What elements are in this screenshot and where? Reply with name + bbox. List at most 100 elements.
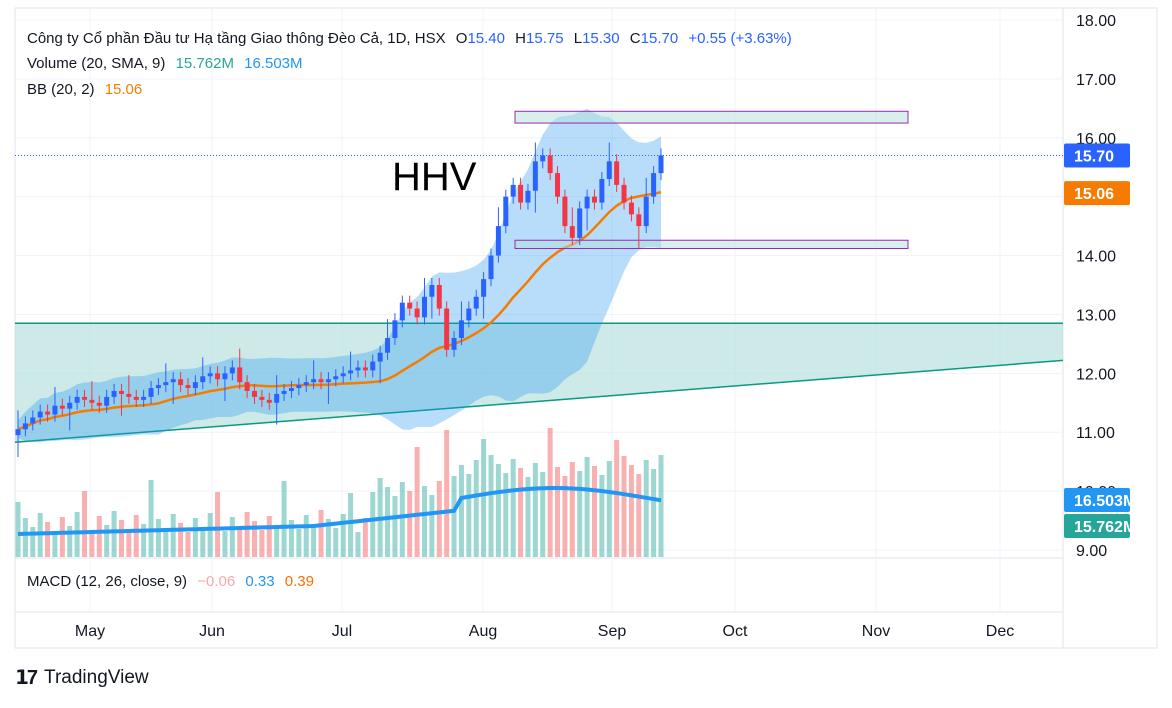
volume-bar xyxy=(540,472,546,557)
candle-body xyxy=(444,308,450,350)
high-value: 15.75 xyxy=(526,30,564,47)
bb-legend: BB (20, 2) 15.06 xyxy=(27,81,148,98)
volume-ma-line xyxy=(17,486,662,536)
volume-label: Volume (20, SMA, 9) xyxy=(27,55,166,72)
volume-bar xyxy=(15,502,21,557)
candle-body xyxy=(74,396,80,403)
volume-bar xyxy=(229,517,235,557)
hhv-annotation: HHV xyxy=(392,155,477,199)
volume-bar xyxy=(104,525,110,557)
candle-body xyxy=(45,411,51,415)
y-tick-label: 17.00 xyxy=(1076,72,1116,89)
volume-bar xyxy=(451,476,457,557)
volume-bar xyxy=(643,460,649,557)
candle-body xyxy=(274,393,280,403)
close-label: C xyxy=(629,30,641,47)
volume-bar xyxy=(259,530,265,557)
volume-bar xyxy=(237,526,243,557)
symbol-name: Công ty Cổ phần Đầu tư Hạ tầng Giao thôn… xyxy=(27,30,446,47)
volume-label: 15.762M xyxy=(1074,519,1136,536)
volume-bar xyxy=(421,486,427,557)
volume-bar xyxy=(599,475,605,557)
y-tick-label: 12.00 xyxy=(1076,366,1116,383)
candle-body xyxy=(510,184,516,197)
volume-bar xyxy=(555,467,561,557)
candle-body xyxy=(163,382,169,386)
volume-bar xyxy=(266,516,272,557)
candle-body xyxy=(466,308,472,321)
candle-body xyxy=(562,196,568,227)
volume-bar xyxy=(414,447,420,557)
candle-body xyxy=(362,367,368,371)
volume-bar xyxy=(385,487,391,557)
candle-body xyxy=(658,155,664,174)
candle-body xyxy=(518,184,524,203)
volume-bar xyxy=(325,519,331,557)
volume-bar xyxy=(74,512,80,557)
volume-bar xyxy=(510,459,516,557)
macd-label: MACD (12, 26, close, 9) xyxy=(27,573,188,590)
candle-body xyxy=(481,279,487,297)
candle-body xyxy=(451,338,457,350)
volume-bar xyxy=(532,463,538,557)
candle-body xyxy=(532,161,538,191)
candle-body xyxy=(636,214,642,227)
volume-bar xyxy=(200,527,206,557)
candle-body xyxy=(141,396,147,400)
x-tick-label: Jul xyxy=(332,623,352,640)
change-value: +0.55 (+3.63%) xyxy=(688,30,792,47)
volume-bar xyxy=(45,522,51,557)
open-value: 15.40 xyxy=(467,30,505,47)
volume-bar xyxy=(584,457,590,557)
volume-bar xyxy=(96,516,102,557)
volume-bar xyxy=(525,477,531,557)
candle-body xyxy=(266,399,272,403)
candle-body xyxy=(296,385,302,389)
volume-value: 15.762M xyxy=(175,55,234,72)
volume-bar xyxy=(192,518,198,557)
x-tick-label: Sep xyxy=(598,623,627,640)
brand-name: TradingView xyxy=(44,666,149,688)
volume-bar xyxy=(185,532,191,557)
candle-body xyxy=(288,388,294,391)
candle-body xyxy=(584,196,590,209)
candle-body xyxy=(333,376,339,380)
volume-bar xyxy=(458,465,464,557)
volume-bar xyxy=(163,528,169,557)
candle-body xyxy=(614,161,620,185)
volume-bar xyxy=(577,471,583,557)
volume-bar xyxy=(303,515,309,557)
x-tick-label: May xyxy=(75,623,105,640)
candle-body xyxy=(555,173,561,197)
candle-body xyxy=(599,179,605,203)
x-tick-label: Jun xyxy=(199,623,225,640)
candle-body xyxy=(414,308,420,318)
candle-body xyxy=(429,285,435,297)
candle-body xyxy=(436,285,442,309)
volume-bar xyxy=(311,524,317,557)
triangle-bottom-line xyxy=(14,359,1064,443)
y-tick-label: 13.00 xyxy=(1076,307,1116,324)
candle-body xyxy=(591,196,597,203)
candle-body xyxy=(281,391,287,394)
volume-bar xyxy=(495,464,501,557)
candle-body xyxy=(569,226,575,238)
candle-body xyxy=(540,155,546,162)
resistance-zone xyxy=(514,110,909,124)
y-tick-label: 18.00 xyxy=(1076,13,1116,30)
volume-bar xyxy=(399,482,405,557)
volume-bar xyxy=(370,492,376,557)
candle-body xyxy=(355,367,361,371)
volume-bar xyxy=(222,531,228,557)
candle-body xyxy=(377,352,383,362)
candle-body xyxy=(185,385,191,389)
x-tick-label: Aug xyxy=(469,623,497,640)
candle-body xyxy=(473,296,479,309)
candle-body xyxy=(621,184,627,203)
volume-bar xyxy=(547,428,553,557)
candle-body xyxy=(628,202,634,215)
volume-bar xyxy=(355,532,361,557)
macd-signal-value: 0.39 xyxy=(284,573,314,590)
candle-body xyxy=(392,320,398,338)
